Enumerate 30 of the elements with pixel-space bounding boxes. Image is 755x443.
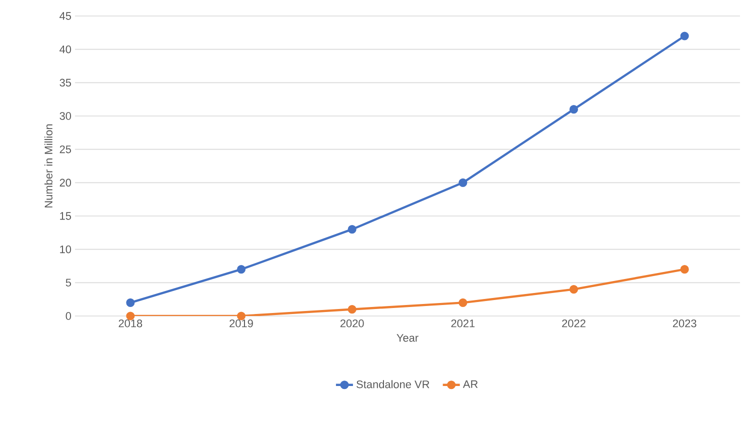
legend-label: AR	[462, 380, 478, 388]
y-tick-label: 5	[66, 278, 72, 286]
x-tick-label: 2020	[340, 320, 364, 328]
point	[680, 32, 689, 40]
y-tick-label: 30	[60, 112, 72, 120]
x-tick-label: 2018	[118, 320, 142, 328]
point	[348, 225, 356, 234]
y-tick-label: 20	[60, 178, 72, 187]
y-tick-label: 45	[60, 12, 72, 20]
point	[126, 298, 135, 307]
point	[569, 105, 578, 114]
x-axis-title: Year	[396, 334, 418, 342]
point	[569, 285, 578, 294]
x-tick-label: 2023	[672, 320, 696, 328]
x-tick-label: 2022	[562, 320, 586, 328]
y-tick-label: 25	[60, 145, 72, 154]
point	[458, 298, 468, 307]
y-tick-label: 15	[60, 212, 72, 220]
point	[680, 265, 689, 274]
point	[458, 178, 468, 187]
point	[236, 265, 246, 274]
x-tick-label: 2021	[451, 320, 475, 328]
y-tick-label: 40	[60, 45, 72, 54]
y-tick-label: 10	[60, 245, 72, 254]
x-tick-label: 2019	[230, 320, 253, 328]
y-tick-label: 0	[66, 312, 72, 320]
legend-label: Standalone VR	[356, 380, 430, 388]
point	[348, 305, 356, 314]
y-tick-label: 35	[60, 78, 72, 87]
y-axis-title: Number in Million	[44, 124, 52, 208]
